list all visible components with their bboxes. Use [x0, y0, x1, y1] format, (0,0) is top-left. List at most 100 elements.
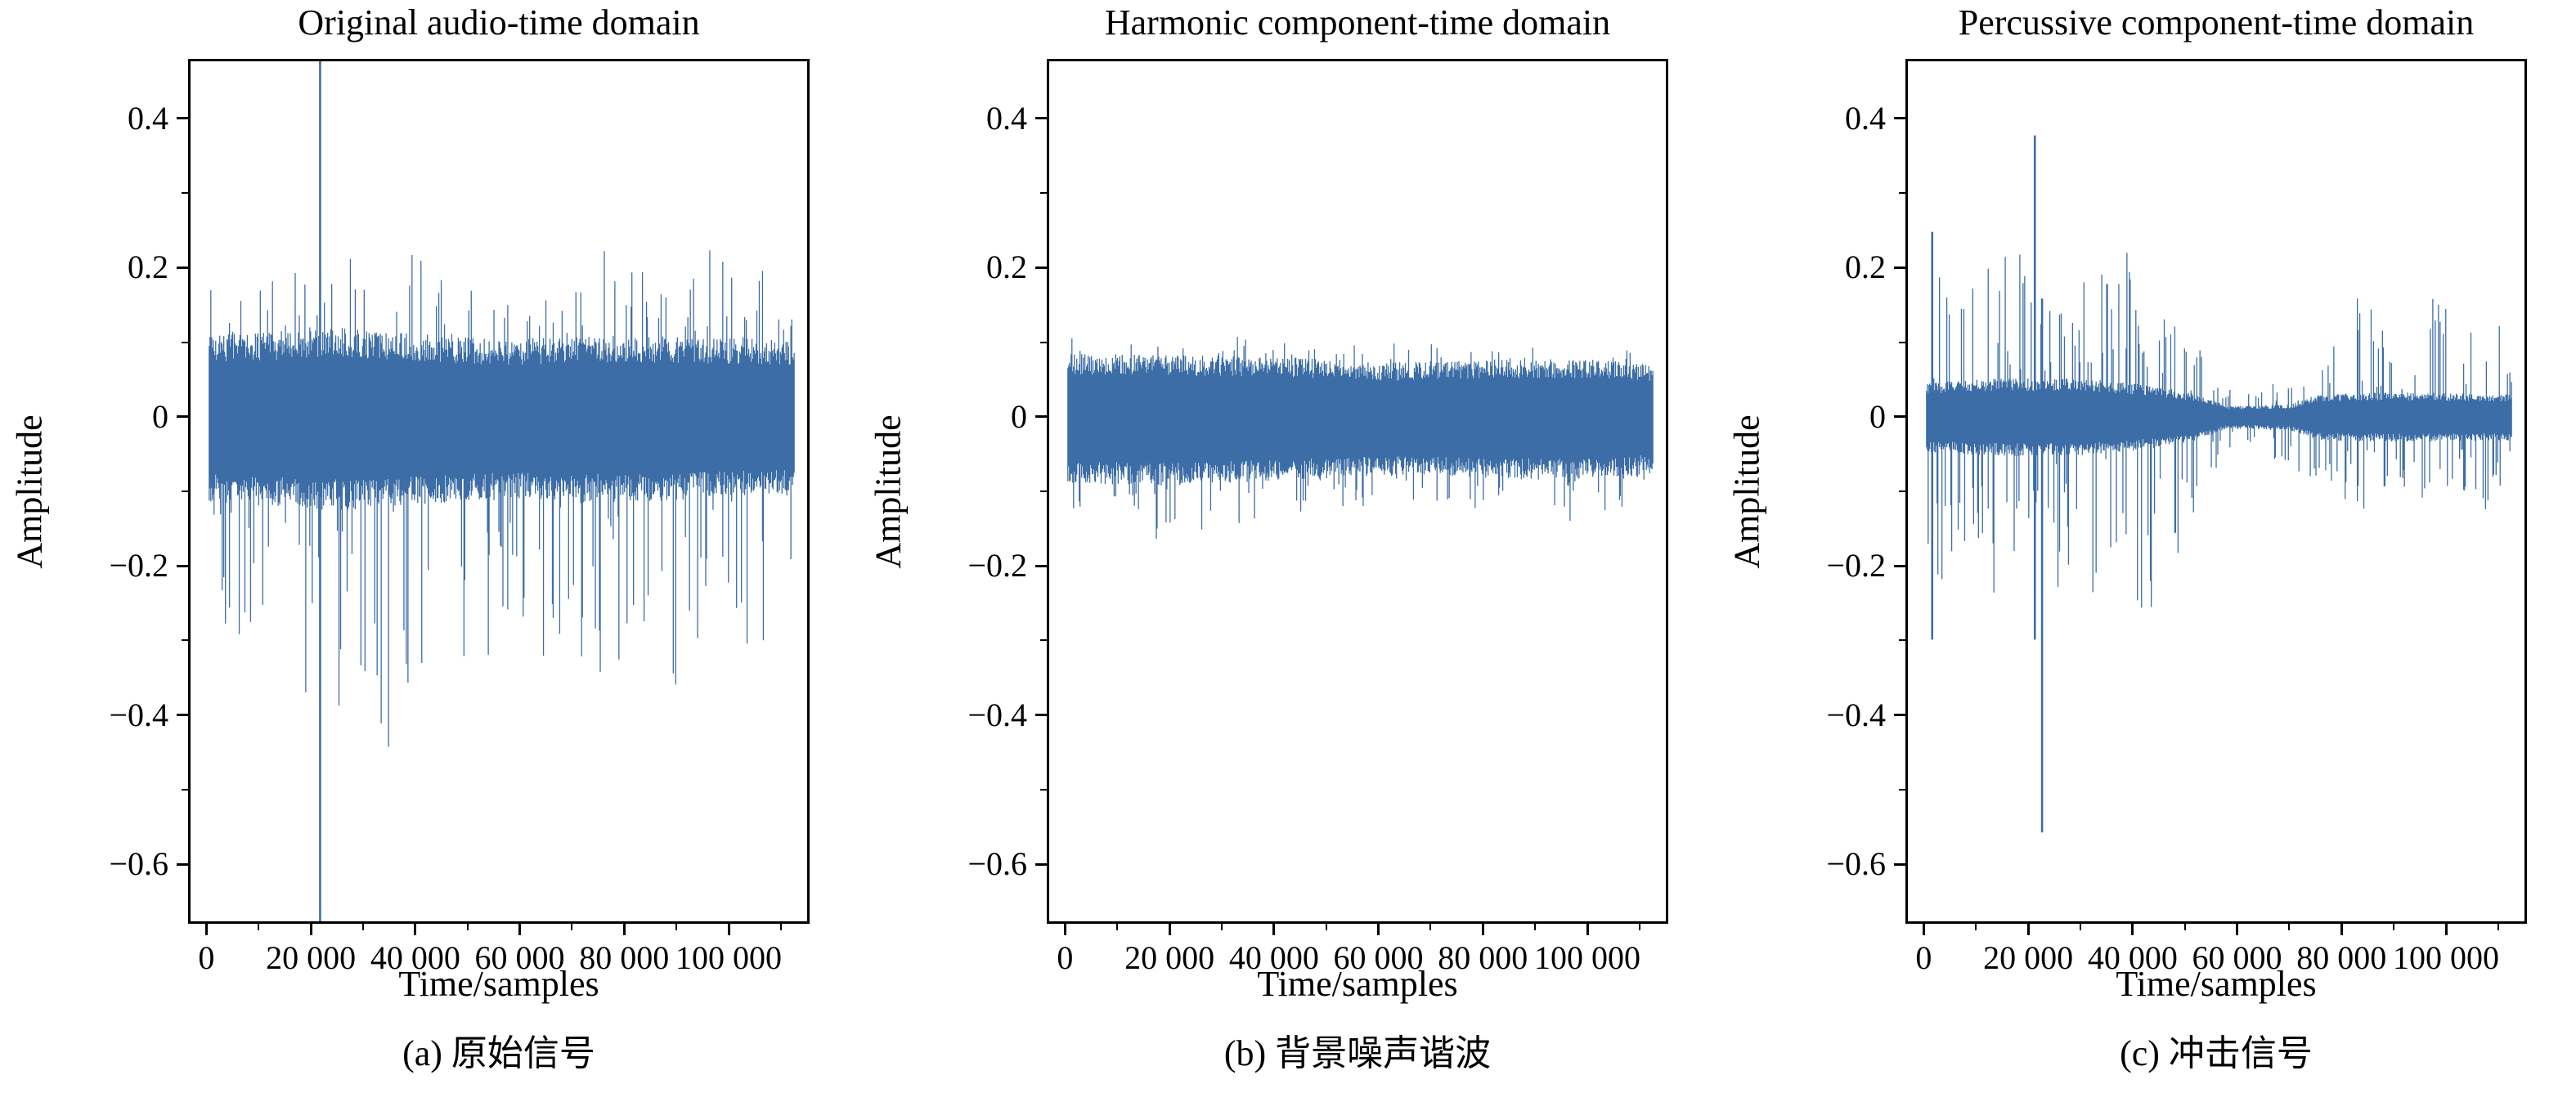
y-tick-label: −0.2	[1826, 547, 1886, 585]
y-tick-mark	[177, 266, 188, 269]
y-tick-mark	[177, 564, 188, 567]
x-tick-label: 40 000	[1228, 939, 1319, 976]
panel-harmonic-component: Harmonic component-time domain Amplitude…	[859, 0, 1717, 1093]
x-tick-label: 100 000	[2393, 939, 2499, 976]
x-tick-label: 80 000	[579, 939, 670, 976]
x-minor-tick-mark	[1220, 924, 1223, 930]
x-tick-label: 20 000	[1124, 939, 1215, 976]
x-tick-label: 40 000	[370, 939, 460, 976]
x-tick-mark	[309, 924, 312, 935]
y-minor-tick-mark	[1899, 639, 1905, 642]
y-tick-label: 0	[1011, 397, 1027, 435]
waveform-path	[209, 250, 795, 747]
x-tick-mark	[2026, 924, 2030, 935]
x-tick-mark	[414, 924, 417, 935]
y-tick-label: −0.2	[109, 547, 168, 585]
y-tick-mark	[177, 415, 188, 419]
y-axis-label: Amplitude	[864, 59, 913, 924]
y-tick-mark	[1894, 117, 1905, 120]
chart-title: Harmonic component-time domain	[1104, 2, 1611, 43]
y-tick-mark	[1035, 415, 1047, 419]
y-tick-label: 0.4	[986, 99, 1027, 137]
x-tick-mark	[1481, 924, 1484, 935]
y-tick-mark	[1894, 564, 1905, 567]
waveform-path	[1067, 337, 1654, 539]
chart-title: Percussive component-time domain	[1958, 2, 2475, 43]
plot-area	[1905, 59, 2527, 924]
y-tick-mark	[177, 714, 188, 717]
x-tick-mark	[1168, 924, 1171, 935]
y-minor-tick-mark	[182, 491, 188, 492]
y-tick-mark	[1035, 862, 1047, 866]
y-tick-label: −0.4	[1826, 696, 1886, 733]
y-axis-label-text: Amplitude	[1726, 414, 1767, 569]
x-tick-label: 100 000	[675, 939, 782, 976]
subfigure-caption: (b) 背景噪声谐波	[1223, 1033, 1492, 1073]
x-minor-tick-mark	[1325, 924, 1327, 930]
y-minor-tick-mark	[1040, 639, 1047, 642]
y-minor-tick-mark	[1040, 491, 1047, 492]
y-tick-mark	[1035, 266, 1047, 269]
x-minor-tick-mark	[2079, 924, 2081, 930]
y-tick-mark	[177, 117, 188, 120]
x-tick-label: 0	[1057, 939, 1074, 976]
y-minor-tick-mark	[182, 639, 188, 642]
x-minor-tick-mark	[2288, 924, 2291, 930]
x-minor-tick-mark	[675, 924, 678, 930]
x-minor-tick-mark	[1534, 924, 1537, 930]
y-tick-label: 0.2	[1845, 249, 1886, 286]
x-tick-label: 20 000	[1983, 939, 2074, 976]
y-axis-label-text: Amplitude	[9, 414, 50, 569]
y-minor-tick-mark	[182, 341, 188, 343]
y-minor-tick-mark	[1040, 788, 1047, 791]
x-axis-label: Time/samples	[1257, 964, 1458, 1004]
x-tick-mark	[204, 924, 208, 935]
x-minor-tick-mark	[779, 924, 782, 930]
y-tick-mark	[1035, 117, 1047, 120]
y-minor-tick-mark	[182, 192, 188, 195]
waveform-plot	[1926, 135, 2512, 833]
x-minor-tick-mark	[2183, 924, 2186, 930]
y-tick-label: −0.2	[967, 547, 1027, 585]
y-tick-mark	[1035, 714, 1047, 717]
waveform-plot	[209, 61, 795, 921]
x-tick-mark	[518, 924, 522, 935]
y-axis-label-text: Amplitude	[868, 414, 909, 569]
x-minor-tick-mark	[258, 924, 260, 930]
y-tick-label: 0	[152, 397, 168, 435]
plot-area	[188, 59, 810, 924]
x-minor-tick-mark	[466, 924, 469, 930]
panel-original-audio: Original audio-time domain Amplitude Tim…	[0, 0, 859, 1093]
chart-title: Original audio-time domain	[298, 2, 700, 43]
y-axis-label: Amplitude	[5, 59, 54, 924]
y-axis-label: Amplitude	[1722, 59, 1771, 924]
x-tick-mark	[727, 924, 730, 935]
y-tick-mark	[1894, 714, 1905, 717]
plot-area	[1047, 59, 1668, 924]
x-tick-label: 80 000	[2296, 939, 2387, 976]
x-tick-label: 60 000	[2192, 939, 2282, 976]
subfigure-caption: (c) 冲击信号	[2120, 1033, 2313, 1073]
y-minor-tick-mark	[1040, 341, 1047, 343]
x-tick-mark	[1272, 924, 1276, 935]
y-tick-mark	[177, 862, 188, 866]
panel-percussive-component: Percussive component-time domain Amplitu…	[1717, 0, 2576, 1093]
y-tick-label: −0.4	[109, 696, 168, 733]
waveform-plot	[1067, 337, 1654, 539]
waveform-spike-path	[1931, 135, 2044, 833]
x-tick-mark	[2131, 924, 2134, 935]
y-tick-label: −0.6	[967, 845, 1027, 883]
subfigure-caption: (a) 原始信号	[402, 1033, 595, 1073]
x-tick-mark	[622, 924, 626, 935]
x-tick-label: 80 000	[1438, 939, 1528, 976]
x-tick-mark	[1063, 924, 1066, 935]
x-tick-mark	[1586, 924, 1589, 935]
x-tick-mark	[2444, 924, 2448, 935]
y-tick-label: 0.2	[128, 249, 168, 286]
y-tick-mark	[1894, 415, 1905, 419]
x-tick-mark	[2340, 924, 2343, 935]
x-axis-label: Time/samples	[398, 964, 599, 1004]
y-tick-label: −0.6	[109, 845, 168, 883]
y-tick-label: 0.4	[128, 99, 168, 137]
